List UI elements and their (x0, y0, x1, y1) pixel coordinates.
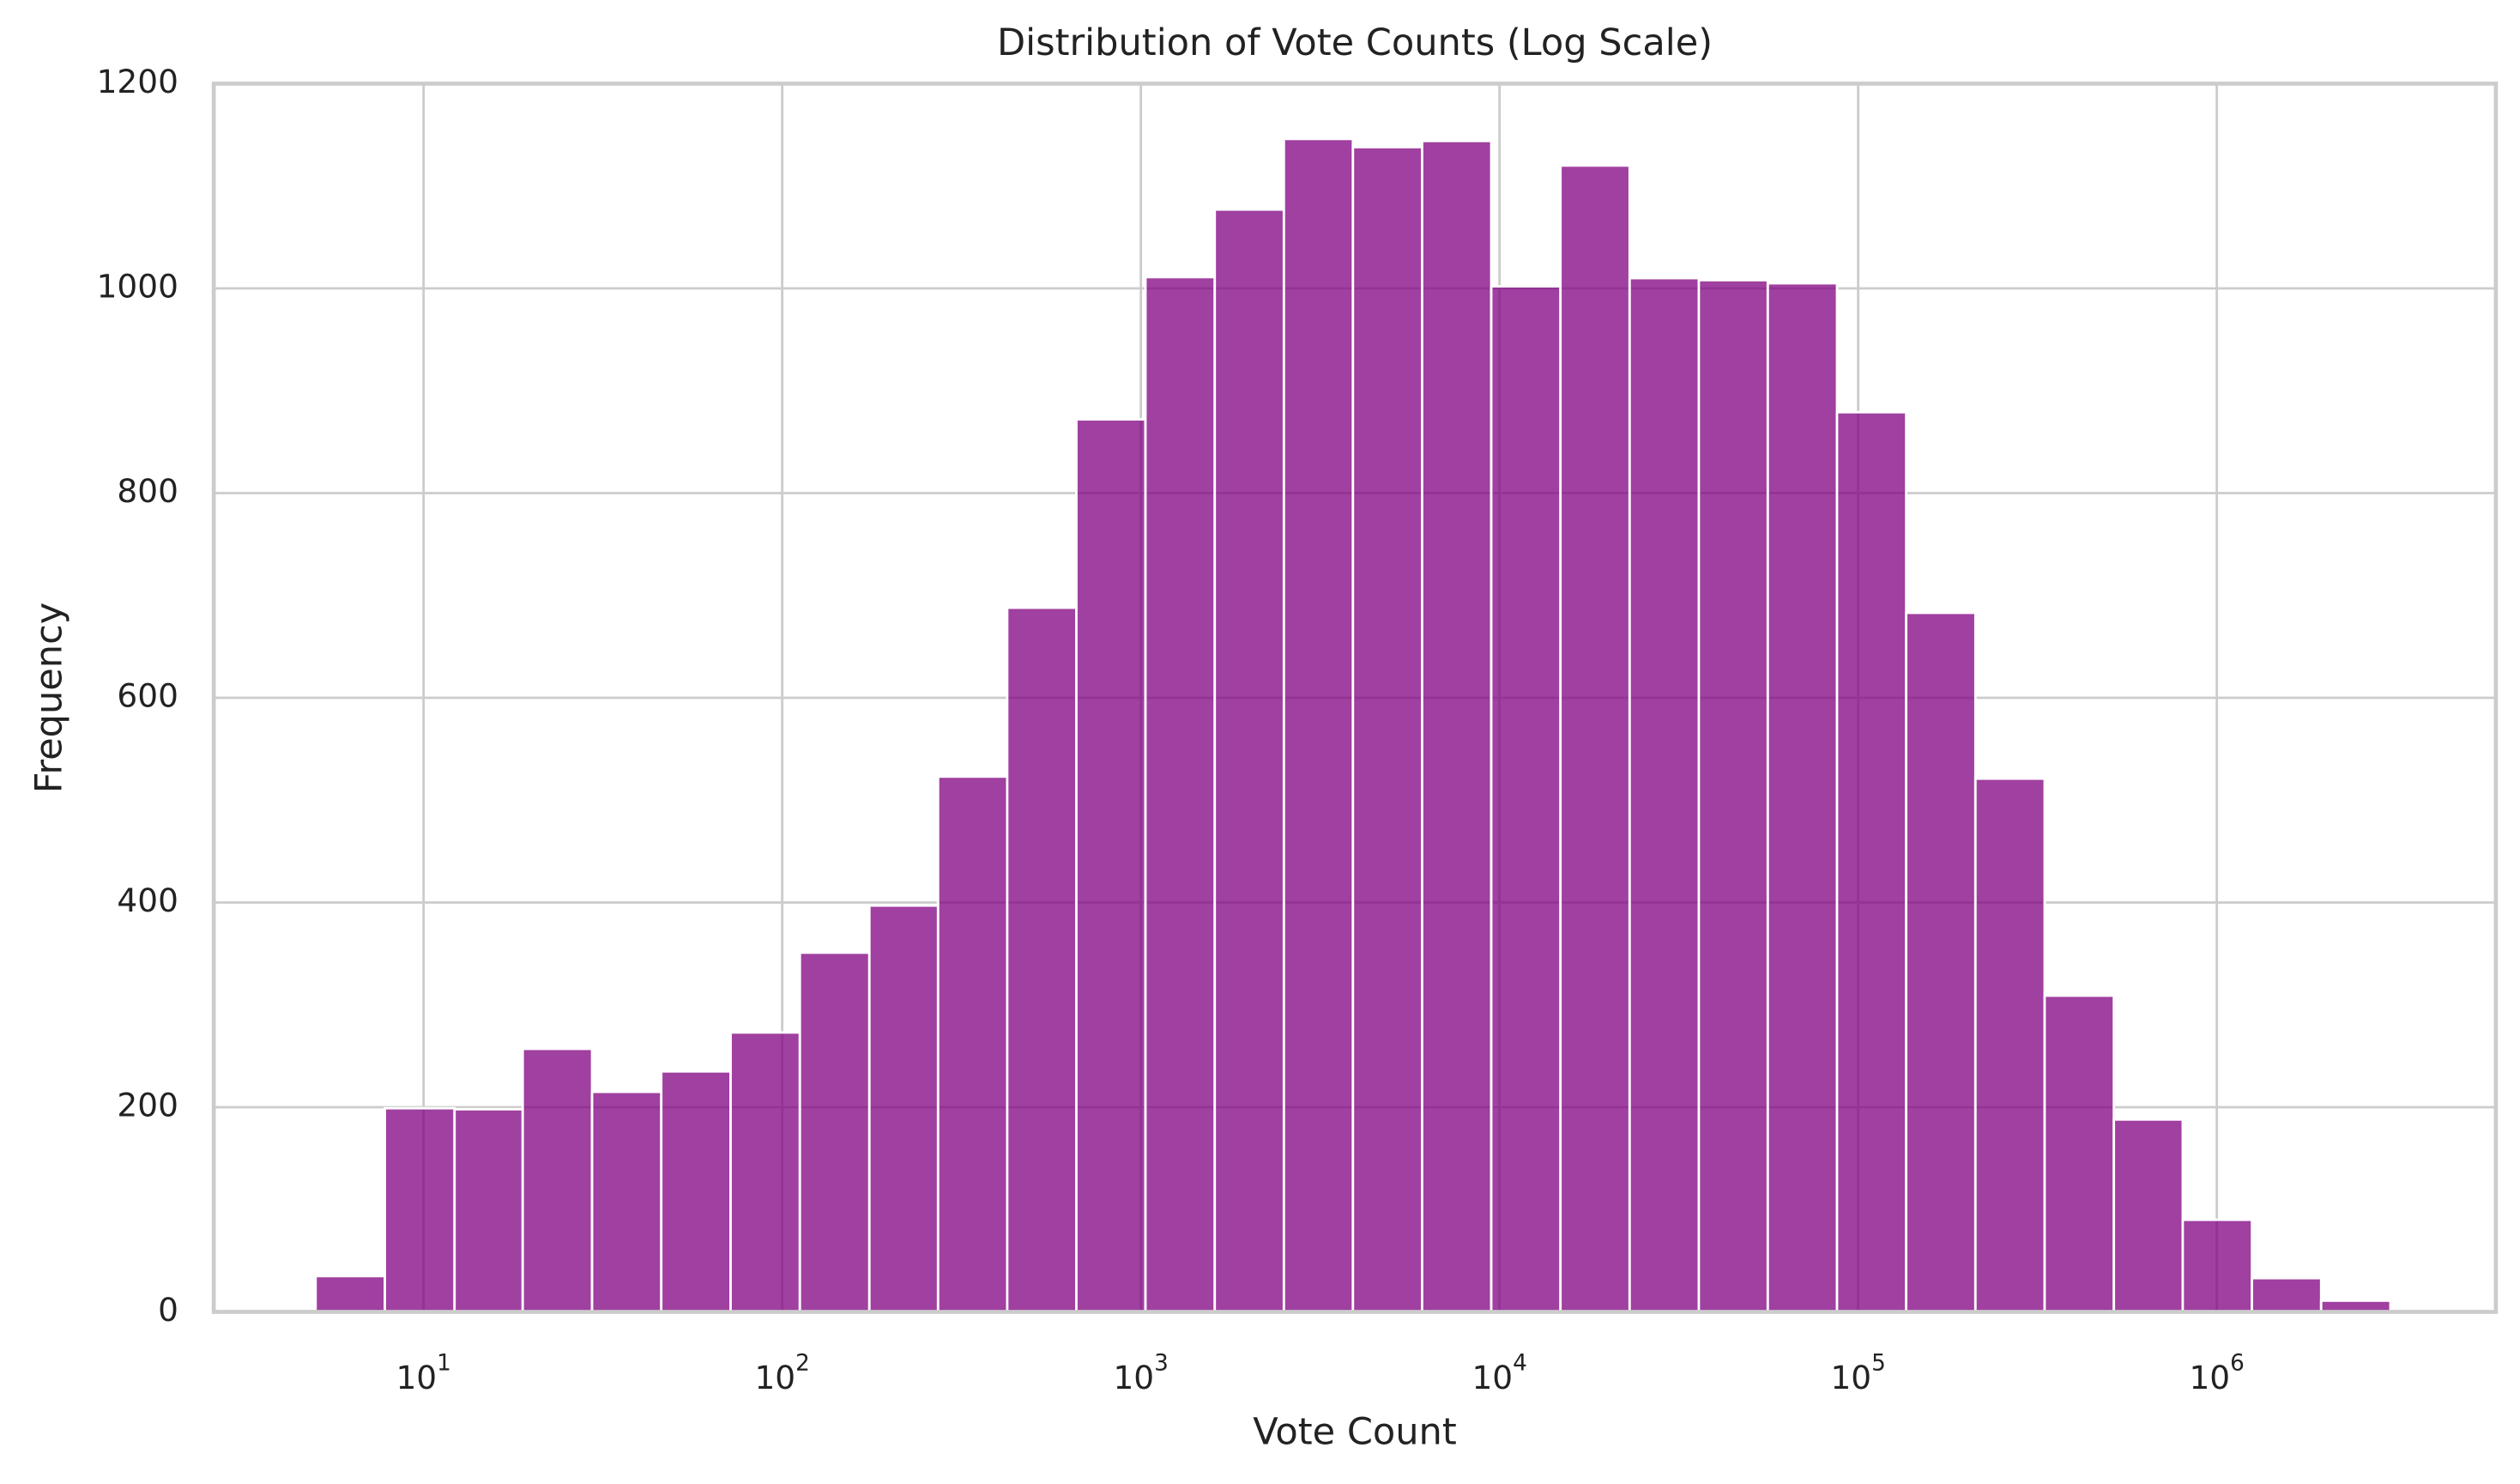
bar (1490, 285, 1562, 1313)
bar (729, 1031, 801, 1313)
bar (1075, 418, 1147, 1313)
bar (384, 1106, 456, 1313)
bars (314, 137, 2392, 1313)
bar (1905, 611, 1977, 1313)
x-tick-exponent: 4 (1513, 1350, 1527, 1376)
y-tick-label: 400 (117, 881, 178, 919)
y-tick-label: 600 (117, 676, 178, 714)
bar (660, 1069, 732, 1313)
y-tick-label: 1000 (97, 267, 178, 305)
bar (1282, 137, 1355, 1313)
bar (2043, 994, 2116, 1313)
bar (2181, 1218, 2253, 1313)
x-tick-base: 10 (1830, 1359, 1871, 1396)
bar (936, 775, 1009, 1313)
bar (798, 951, 871, 1313)
bar (1628, 276, 1701, 1313)
plot-frame (211, 82, 2499, 1314)
x-tick-base: 10 (2189, 1359, 2230, 1396)
x-tick-label: 102 (754, 1350, 809, 1396)
bar (2112, 1118, 2185, 1313)
chart-title: Distribution of Vote Counts (Log Scale) (997, 21, 1713, 64)
x-tick-base: 10 (754, 1359, 795, 1396)
bar (1351, 146, 1423, 1313)
x-tick-exponent: 6 (2230, 1350, 2245, 1376)
x-tick-base: 10 (1472, 1359, 1513, 1396)
x-tick-base: 10 (1113, 1359, 1154, 1396)
x-tick-exponent: 2 (795, 1350, 810, 1376)
x-tick-exponent: 3 (1154, 1350, 1169, 1376)
bar (1144, 276, 1217, 1313)
x-tick-exponent: 5 (1871, 1350, 1886, 1376)
x-tick-label: 104 (1472, 1350, 1526, 1396)
bar (453, 1107, 524, 1313)
x-tick-label: 106 (2189, 1350, 2244, 1396)
bar (1213, 208, 1285, 1313)
x-axis-label: Vote Count (1253, 1410, 1457, 1453)
x-tick-label: 103 (1113, 1350, 1168, 1396)
y-tick-label: 200 (117, 1087, 178, 1124)
bar (314, 1275, 386, 1313)
y-tick-label: 800 (117, 472, 178, 510)
bar (1766, 282, 1839, 1313)
x-tick-exponent: 1 (437, 1350, 451, 1376)
bar (1973, 777, 2046, 1313)
x-tick-label: 105 (1830, 1350, 1885, 1396)
y-tick-label: 0 (158, 1291, 178, 1329)
x-tick-label: 101 (396, 1350, 450, 1396)
bar (1421, 139, 1493, 1313)
bar (867, 904, 940, 1313)
bar (590, 1090, 663, 1313)
y-axis-label: Frequency (27, 603, 70, 794)
bar (1697, 279, 1769, 1313)
bar (1006, 606, 1078, 1313)
bar (521, 1047, 594, 1313)
bar (1835, 410, 1908, 1313)
bar (2251, 1276, 2323, 1313)
x-tick-base: 10 (396, 1359, 437, 1396)
bar (1559, 164, 1631, 1313)
y-tick-label: 1200 (97, 63, 178, 100)
